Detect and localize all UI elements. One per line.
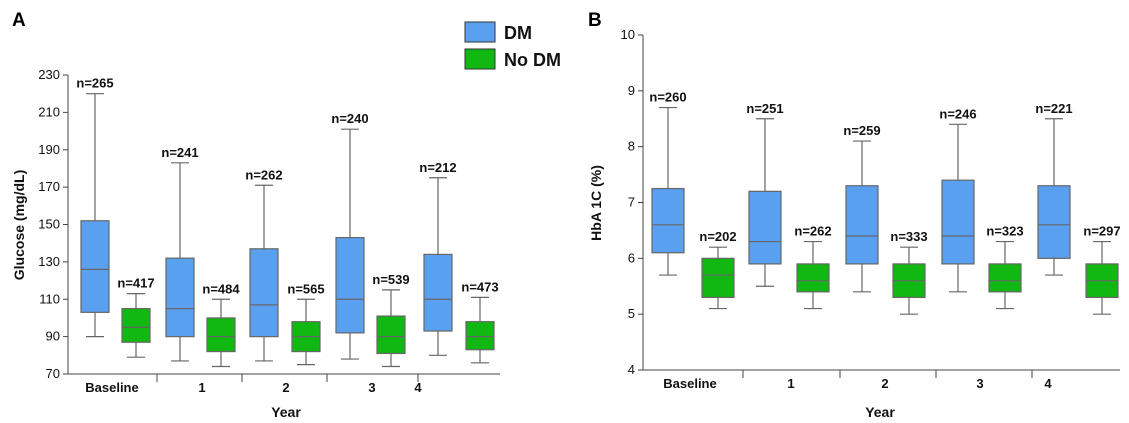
panel-a-dm-box-3-iqr — [335, 236, 365, 334]
legend-swatch-no-dm — [464, 48, 496, 70]
panel-b-dm-box-2-n-label: n=259 — [843, 123, 880, 138]
panel-a-dm-box-2-iqr — [249, 248, 279, 338]
panel-b-no-dm-box-1-iqr — [796, 263, 830, 293]
panel-a-x-tick-label: 4 — [414, 380, 422, 395]
panel-a-y-tick-label: 230 — [38, 67, 60, 82]
panel-a-no-dm-box-3-n-label: n=539 — [372, 272, 409, 287]
panel-a-no-dm-box-3-iqr — [376, 315, 406, 355]
panel-a-dm-box-3-n-label: n=240 — [331, 111, 368, 126]
panel-b-y-tick-label: 4 — [628, 362, 635, 377]
panel-a-no-dm-box-4-iqr — [465, 321, 495, 351]
panel-b-no-dm-box-1-n-label: n=262 — [794, 224, 831, 239]
panel-a-dm-box-1-iqr — [165, 257, 195, 338]
panel-a-y-tick-label: 150 — [38, 217, 60, 232]
panel-a-dm-box-0-iqr — [80, 220, 110, 313]
panel-a-x-axis-label: Year — [271, 404, 301, 420]
panel-b-dm-box-2-iqr — [845, 185, 879, 265]
panel-a-dm-box-2-n-label: n=262 — [245, 167, 282, 182]
panel-a-y-tick-label: 170 — [38, 179, 60, 194]
panel-b-x-axis-label: Year — [865, 404, 895, 420]
panel-b-no-dm-box-3-n-label: n=323 — [986, 224, 1023, 239]
panel-a-no-dm-box-4-n-label: n=473 — [461, 279, 498, 294]
panel-a-y-tick-label: 210 — [38, 104, 60, 119]
panel-b-y-tick-label: 10 — [621, 27, 635, 42]
panel-a-no-dm-box-1-iqr — [206, 317, 236, 353]
panel-a-x-tick-label: 3 — [368, 380, 375, 395]
panel-b-dm-box-1-iqr — [748, 190, 782, 265]
panel-b-x-tick-label: 2 — [881, 376, 888, 391]
panel-b-dm-box-0-n-label: n=260 — [649, 90, 686, 105]
panel-b-y-tick-label: 9 — [628, 83, 635, 98]
panel-b-y-axis-label: HbA 1C (%) — [588, 165, 604, 241]
legend-swatch-dm — [464, 21, 496, 43]
panel-a-no-dm-box-2-n-label: n=565 — [287, 281, 324, 296]
panel-b-x-tick-label: Baseline — [663, 376, 716, 391]
legend-label-no-dm: No DM — [504, 50, 561, 70]
panel-a-label: A — [12, 10, 26, 31]
panel-b-plot: 4 5 6 7 8 9 10 Baseline 1 2 3 4 n=260 n=251 n=259 n=246… — [621, 27, 1121, 391]
panel-b-dm-box-0-iqr — [651, 187, 685, 254]
panel-a-dm-box-4-iqr — [423, 253, 453, 332]
panel-a-y-tick-label: 190 — [38, 142, 60, 157]
panel-b-no-dm-box-0-n-label: n=202 — [699, 229, 736, 244]
panel-a-dm-box-4-n-label: n=212 — [419, 160, 456, 175]
panel-b-label: B — [588, 10, 602, 31]
panel-a-x-tick-label: 1 — [198, 380, 205, 395]
panel-b-x-tick-label: 3 — [976, 376, 983, 391]
panel-a-y-tick-label: 70 — [46, 366, 60, 381]
panel-b-y-tick-label: 6 — [628, 250, 635, 265]
panel-a-dm-box-1-n-label: n=241 — [161, 145, 198, 160]
panel-a-x-tick-label: Baseline — [85, 380, 138, 395]
panel-b-x-tick-label: 1 — [787, 376, 794, 391]
panel-a-y-tick-label: 90 — [46, 329, 60, 344]
panel-b-dm-box-4-iqr — [1037, 185, 1071, 259]
panel-a-plot: 70 90 110 130 150 170 190 210 230 Baseline 1 2 3 4 n=2… — [38, 67, 500, 395]
legend: DM No DM — [464, 21, 561, 70]
panel-b-y-tick-label: 5 — [628, 306, 635, 321]
panel-b-dm-box-1-n-label: n=251 — [746, 101, 783, 116]
panel-a-no-dm-box-1-n-label: n=484 — [202, 281, 240, 296]
panel-b-no-dm-box-4-n-label: n=297 — [1083, 224, 1120, 239]
panel-b-dm-box-3-n-label: n=246 — [939, 106, 976, 121]
panel-a-no-dm-box-0-iqr — [121, 307, 151, 343]
panel-a-no-dm-box-0-n-label: n=417 — [117, 276, 154, 291]
panel-b-dm-box-3-iqr — [941, 179, 975, 265]
panel-b-no-dm-box-0-iqr — [701, 257, 735, 299]
panel-b-dm-box-4-n-label: n=221 — [1035, 101, 1072, 116]
legend-label-dm: DM — [504, 23, 532, 43]
panel-a-y-tick-label: 110 — [39, 291, 60, 306]
panel-b-no-dm-box-3-iqr — [988, 263, 1022, 293]
panel-b-y-tick-label: 8 — [628, 139, 635, 154]
panel-b-x-tick-label: 4 — [1044, 376, 1052, 391]
panel-a-y-tick-label: 130 — [38, 254, 60, 269]
panel-b-y-tick-label: 7 — [628, 195, 635, 210]
panel-b-no-dm-box-2-n-label: n=333 — [890, 229, 927, 244]
panel-a-x-tick-label: 2 — [282, 380, 289, 395]
panel-a-dm-box-0-n-label: n=265 — [76, 76, 113, 91]
panel-a-y-axis-label: Glucose (mg/dL) — [11, 170, 27, 280]
